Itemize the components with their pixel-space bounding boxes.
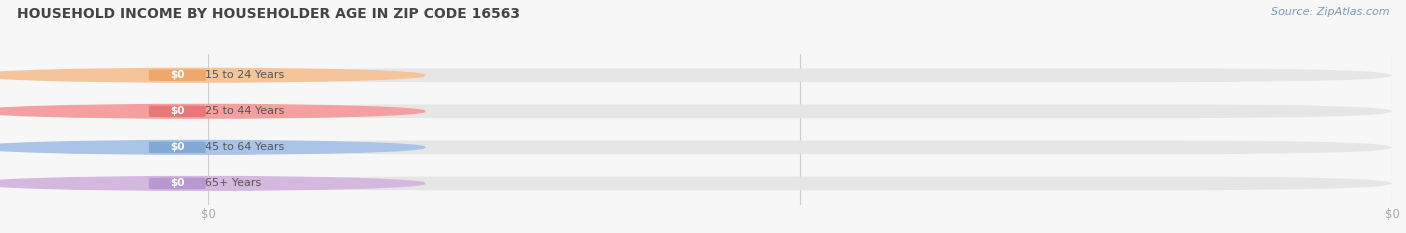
Text: $0: $0 xyxy=(170,142,184,152)
Circle shape xyxy=(0,140,425,154)
Text: 45 to 64 Years: 45 to 64 Years xyxy=(204,142,284,152)
Text: HOUSEHOLD INCOME BY HOUSEHOLDER AGE IN ZIP CODE 16563: HOUSEHOLD INCOME BY HOUSEHOLDER AGE IN Z… xyxy=(17,7,520,21)
Text: $0: $0 xyxy=(170,70,184,80)
Text: $0: $0 xyxy=(170,178,184,188)
Text: 65+ Years: 65+ Years xyxy=(204,178,260,188)
FancyBboxPatch shape xyxy=(208,68,1392,82)
Text: 15 to 24 Years: 15 to 24 Years xyxy=(204,70,284,80)
FancyBboxPatch shape xyxy=(149,142,205,153)
Circle shape xyxy=(0,68,425,82)
FancyBboxPatch shape xyxy=(208,177,1392,190)
Circle shape xyxy=(0,104,425,118)
FancyBboxPatch shape xyxy=(149,178,205,189)
FancyBboxPatch shape xyxy=(208,104,1392,118)
FancyBboxPatch shape xyxy=(149,69,205,81)
Text: $0: $0 xyxy=(170,106,184,116)
FancyBboxPatch shape xyxy=(149,106,205,117)
Circle shape xyxy=(0,177,425,190)
FancyBboxPatch shape xyxy=(208,140,1392,154)
Text: 25 to 44 Years: 25 to 44 Years xyxy=(204,106,284,116)
Text: Source: ZipAtlas.com: Source: ZipAtlas.com xyxy=(1271,7,1389,17)
